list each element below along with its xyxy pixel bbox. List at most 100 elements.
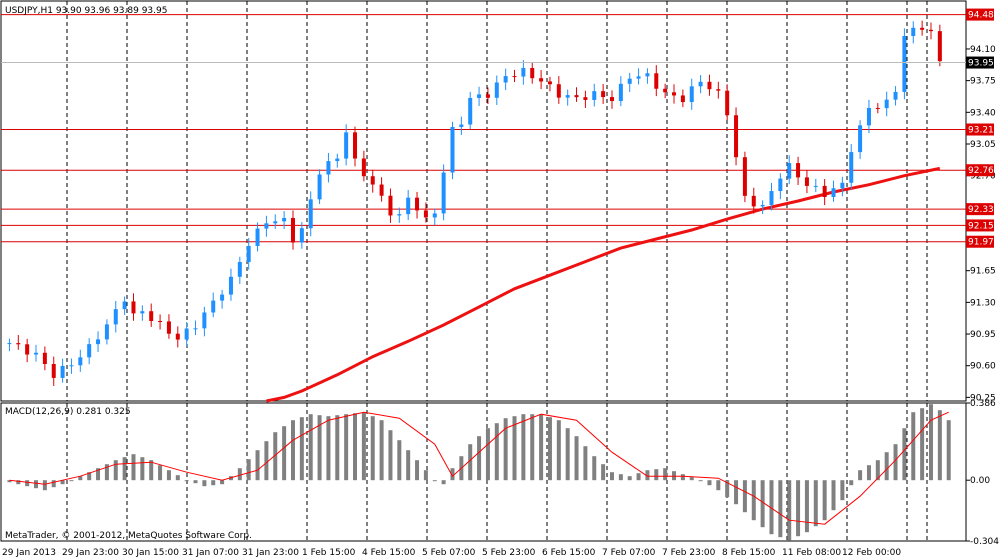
candle-body[interactable] (308, 199, 313, 229)
candle-body[interactable] (42, 352, 47, 364)
candle-body[interactable] (512, 76, 517, 78)
moving-average[interactable] (266, 166, 941, 403)
candle-body[interactable] (370, 176, 375, 185)
candle-body[interactable] (468, 97, 473, 125)
candle-body[interactable] (751, 195, 756, 207)
candle-body[interactable] (140, 311, 145, 314)
candle-body[interactable] (353, 132, 358, 159)
candle-body[interactable] (849, 152, 854, 183)
candle-body[interactable] (884, 99, 889, 109)
candle-body[interactable] (503, 76, 508, 83)
candle-body[interactable] (51, 363, 56, 378)
candle-body[interactable] (406, 197, 411, 215)
candle-body[interactable] (609, 97, 614, 102)
candle-body[interactable] (875, 107, 880, 109)
candle-body[interactable] (34, 352, 39, 355)
candle-body[interactable] (813, 185, 818, 187)
candle-body[interactable] (707, 81, 712, 90)
candle-body[interactable] (87, 344, 92, 358)
candle-body[interactable] (760, 204, 765, 207)
candle-body[interactable] (680, 95, 685, 103)
candle-body[interactable] (96, 339, 101, 345)
candle-body[interactable] (530, 67, 535, 79)
candle-body[interactable] (69, 365, 74, 367)
candle-body[interactable] (556, 84, 561, 98)
candle-body[interactable] (636, 76, 641, 79)
candle-body[interactable] (290, 217, 295, 243)
candle-body[interactable] (601, 91, 606, 98)
candle-body[interactable] (423, 210, 428, 218)
candle-body[interactable] (574, 95, 579, 98)
candle-body[interactable] (920, 27, 925, 30)
candle-body[interactable] (184, 328, 189, 340)
candle-body[interactable] (131, 301, 136, 314)
candle-body[interactable] (672, 92, 677, 96)
candle-body[interactable] (432, 213, 437, 218)
candle-body[interactable] (441, 172, 446, 214)
candle-body[interactable] (565, 95, 570, 98)
candle-body[interactable] (397, 214, 402, 216)
candle-body[interactable] (592, 91, 597, 100)
candle-body[interactable] (787, 163, 792, 179)
candle-body[interactable] (228, 276, 233, 295)
candle-body[interactable] (317, 174, 322, 200)
candle-body[interactable] (778, 178, 783, 192)
candle-body[interactable] (344, 132, 349, 159)
candle-body[interactable] (716, 89, 721, 91)
candle-body[interactable] (742, 157, 747, 196)
candle-body[interactable] (379, 184, 384, 196)
candle-body[interactable] (25, 344, 30, 355)
candle-body[interactable] (485, 94, 490, 98)
candle-body[interactable] (415, 197, 420, 211)
candle-body[interactable] (645, 73, 650, 77)
candle-body[interactable] (104, 324, 109, 340)
candle-body[interactable] (450, 126, 455, 173)
candle-body[interactable] (122, 301, 127, 310)
candle-body[interactable] (796, 163, 801, 178)
candle-body[interactable] (264, 223, 269, 229)
candle-body[interactable] (166, 321, 171, 334)
candle-body[interactable] (273, 221, 278, 224)
candle-body[interactable] (928, 29, 933, 32)
candle-body[interactable] (804, 177, 809, 186)
candle-body[interactable] (911, 27, 916, 37)
candle-body[interactable] (361, 158, 366, 177)
candle-body[interactable] (539, 78, 544, 82)
candle-body[interactable] (654, 73, 659, 89)
candle-body[interactable] (388, 195, 393, 216)
candle-body[interactable] (521, 67, 526, 77)
candle-body[interactable] (937, 31, 942, 62)
candle-body[interactable] (822, 185, 827, 198)
candle-body[interactable] (459, 124, 464, 127)
candle-body[interactable] (547, 81, 552, 85)
candle-body[interactable] (255, 228, 260, 246)
candle-body[interactable] (902, 36, 907, 92)
candle-body[interactable] (858, 125, 863, 153)
candle-body[interactable] (831, 188, 836, 198)
candle-body[interactable] (627, 78, 632, 84)
candle-body[interactable] (663, 88, 668, 93)
candle-body[interactable] (202, 312, 207, 329)
candle-body[interactable] (618, 83, 623, 102)
candle-body[interactable] (734, 115, 739, 158)
candle-body[interactable] (237, 262, 242, 277)
candle-body[interactable] (113, 309, 118, 325)
candle-body[interactable] (149, 311, 154, 322)
candle-body[interactable] (158, 321, 163, 323)
candle-body[interactable] (60, 365, 65, 378)
candle-body[interactable] (840, 182, 845, 189)
price-panel[interactable]: USDJPY,H1 93.90 93.96 93.89 93.95 (0, 0, 967, 403)
candle-body[interactable] (725, 90, 730, 116)
candle-body[interactable] (211, 300, 216, 313)
candle-body[interactable] (866, 107, 871, 126)
candle-body[interactable] (193, 328, 198, 330)
candle-body[interactable] (246, 245, 251, 263)
candle-body[interactable] (689, 86, 694, 103)
candle-body[interactable] (78, 357, 83, 366)
candle-body[interactable] (477, 94, 482, 98)
candle-body[interactable] (282, 217, 287, 222)
candle-body[interactable] (893, 91, 898, 100)
candle-body[interactable] (326, 161, 331, 175)
candle-body[interactable] (494, 82, 499, 98)
candle-body[interactable] (769, 191, 774, 205)
